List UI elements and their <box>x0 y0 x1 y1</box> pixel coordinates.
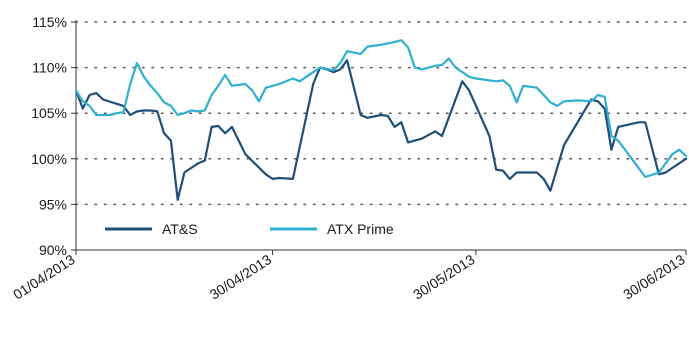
series-lines <box>74 39 688 201</box>
x-tick-label: 01/04/2013 <box>10 251 78 303</box>
legend-label: ATX Prime <box>327 221 394 237</box>
y-tick-label: 115% <box>32 14 67 30</box>
y-tick-label: 90% <box>39 242 67 258</box>
y-tick-label: 105% <box>31 105 67 121</box>
x-tick-label: 30/04/2013 <box>207 251 275 303</box>
y-tick-label: 110% <box>32 60 67 76</box>
x-axis-ticks: 01/04/2013 30/04/2013 30/05/2013 30/06/2013 <box>10 250 688 303</box>
gridlines <box>75 21 687 206</box>
legend-label: AT&S <box>162 221 198 237</box>
x-tick-label: 30/06/2013 <box>620 251 688 303</box>
legend: AT&S ATX Prime <box>105 221 394 237</box>
axes <box>75 20 686 251</box>
y-tick-label: 100% <box>31 151 67 167</box>
x-tick-label: 30/05/2013 <box>410 251 478 303</box>
y-tick-label: 95% <box>39 196 67 212</box>
series-line-ats <box>74 59 688 201</box>
series-line-atx-prime <box>74 39 688 179</box>
y-axis-ticks: 90% 95% 100% 105% 110% 115% <box>31 14 76 258</box>
